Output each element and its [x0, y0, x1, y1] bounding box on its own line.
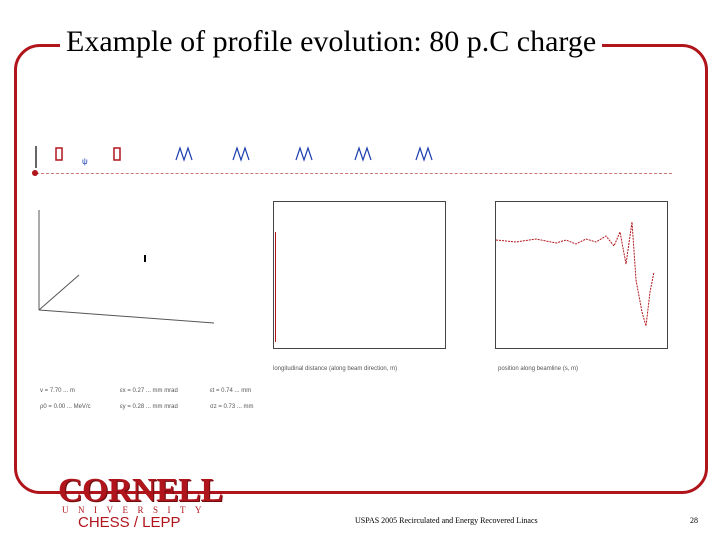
param-1: v = 7.70 ... m: [40, 388, 75, 394]
param-6: σz = 0.73 ... mm: [210, 404, 254, 410]
footer-course: USPAS 2005 Recirculated and Energy Recov…: [355, 516, 538, 525]
department-label: CHESS / LEPP: [78, 514, 181, 531]
cornell-logo-subtext: UNIVERSITY: [62, 505, 211, 515]
profile-plot-left: [273, 201, 446, 349]
slide-title: Example of profile evolution: 80 p.C cha…: [60, 24, 603, 60]
cornell-logo: CORNELL: [58, 472, 223, 509]
beamline-axis: [36, 173, 672, 174]
param-4: ρ0 = 0.00 ... MeV/c: [40, 404, 91, 410]
svg-text:ψ: ψ: [82, 157, 88, 166]
beamline-elements-icon: ψ: [35, 146, 433, 168]
beamline-start-marker: [32, 170, 38, 176]
param-3: εt = 0.74 ... mm: [210, 388, 252, 394]
plot-right-xlabel: position along beamline (s, m): [498, 366, 579, 372]
page-number: 28: [690, 516, 698, 525]
param-5: εy = 0.28 ... mm mrad: [120, 404, 178, 410]
param-2: εx = 0.27 ... mm mrad: [120, 388, 178, 394]
plot-left-xlabel: longitudinal distance (along beam direct…: [273, 366, 398, 372]
3d-axes-plot-icon: [38, 210, 215, 324]
profile-plot-right: [495, 201, 668, 349]
